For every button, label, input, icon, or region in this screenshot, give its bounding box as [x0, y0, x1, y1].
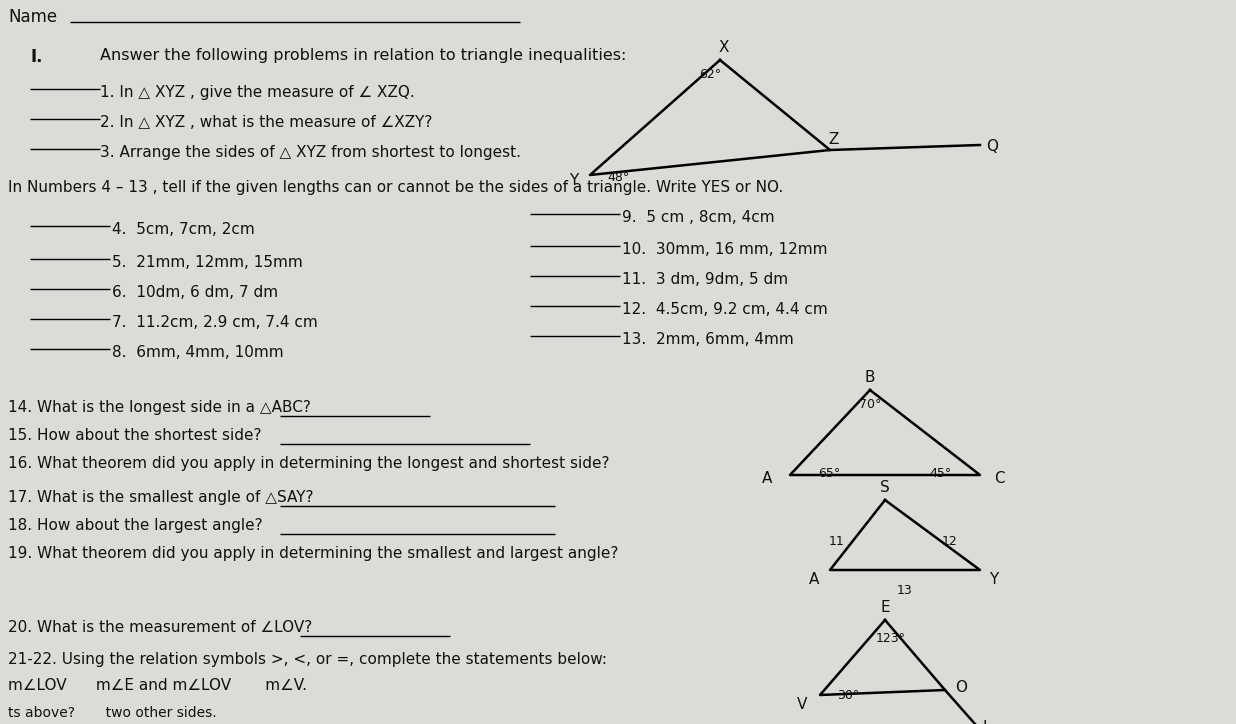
Text: 6.  10dm, 6 dm, 7 dm: 6. 10dm, 6 dm, 7 dm — [112, 285, 278, 300]
Text: 21-22. Using the relation symbols >, <, or =, complete the statements below:: 21-22. Using the relation symbols >, <, … — [7, 652, 607, 667]
Text: 45°: 45° — [929, 467, 952, 480]
Text: 17. What is the smallest angle of △SAY?: 17. What is the smallest angle of △SAY? — [7, 490, 319, 505]
Text: I.: I. — [30, 48, 42, 66]
Text: X: X — [719, 40, 729, 55]
Text: Name: Name — [7, 8, 57, 26]
Text: 2. In △ XYZ , what is the measure of ∠XZY?: 2. In △ XYZ , what is the measure of ∠XZ… — [100, 115, 433, 130]
Text: B: B — [865, 370, 875, 385]
Text: 16. What theorem did you apply in determining the longest and shortest side?: 16. What theorem did you apply in determ… — [7, 456, 609, 471]
Text: 7.  11.2cm, 2.9 cm, 7.4 cm: 7. 11.2cm, 2.9 cm, 7.4 cm — [112, 315, 318, 330]
Text: C: C — [994, 471, 1005, 486]
Text: A: A — [761, 471, 772, 486]
Text: 13.  2mm, 6mm, 4mm: 13. 2mm, 6mm, 4mm — [622, 332, 794, 347]
Text: L: L — [983, 720, 991, 724]
Text: 30°: 30° — [837, 689, 859, 702]
Text: 8.  6mm, 4mm, 10mm: 8. 6mm, 4mm, 10mm — [112, 345, 283, 360]
Text: Q: Q — [986, 139, 997, 154]
Text: 62°: 62° — [698, 68, 721, 81]
Text: A: A — [808, 572, 819, 587]
Text: ts above?       two other sides.: ts above? two other sides. — [7, 706, 216, 720]
Text: 65°: 65° — [818, 467, 840, 480]
Text: O: O — [955, 680, 967, 695]
Text: Y: Y — [570, 173, 578, 188]
Text: 70°: 70° — [859, 398, 881, 411]
Text: 12.  4.5cm, 9.2 cm, 4.4 cm: 12. 4.5cm, 9.2 cm, 4.4 cm — [622, 302, 828, 317]
Text: Y: Y — [989, 572, 999, 587]
Text: 19. What theorem did you apply in determining the smallest and largest angle?: 19. What theorem did you apply in determ… — [7, 546, 618, 561]
Text: V: V — [797, 697, 807, 712]
Text: In Numbers 4 – 13 , tell if the given lengths can or cannot be the sides of a tr: In Numbers 4 – 13 , tell if the given le… — [7, 180, 784, 195]
Text: Answer the following problems in relation to triangle inequalities:: Answer the following problems in relatio… — [100, 48, 627, 63]
Text: 11.  3 dm, 9dm, 5 dm: 11. 3 dm, 9dm, 5 dm — [622, 272, 789, 287]
Text: m∠LOV      m∠E and m∠LOV       m∠V.: m∠LOV m∠E and m∠LOV m∠V. — [7, 678, 307, 693]
Text: 5.  21mm, 12mm, 15mm: 5. 21mm, 12mm, 15mm — [112, 255, 303, 270]
Text: 15. How about the shortest side?: 15. How about the shortest side? — [7, 428, 267, 443]
Text: 4.  5cm, 7cm, 2cm: 4. 5cm, 7cm, 2cm — [112, 222, 255, 237]
Text: 20. What is the measurement of ∠LOV?: 20. What is the measurement of ∠LOV? — [7, 620, 318, 635]
Text: 18. How about the largest angle?: 18. How about the largest angle? — [7, 518, 267, 533]
Text: 9.  5 cm , 8cm, 4cm: 9. 5 cm , 8cm, 4cm — [622, 210, 775, 225]
Text: 1. In △ XYZ , give the measure of ∠ XZQ.: 1. In △ XYZ , give the measure of ∠ XZQ. — [100, 85, 415, 100]
Text: 14. What is the longest side in a △ABC?: 14. What is the longest side in a △ABC? — [7, 400, 315, 415]
Text: 123°: 123° — [876, 632, 906, 645]
Text: 3. Arrange the sides of △ XYZ from shortest to longest.: 3. Arrange the sides of △ XYZ from short… — [100, 145, 522, 160]
Text: 11: 11 — [829, 535, 845, 548]
Text: 10.  30mm, 16 mm, 12mm: 10. 30mm, 16 mm, 12mm — [622, 242, 827, 257]
Text: E: E — [880, 600, 890, 615]
Text: S: S — [880, 480, 890, 495]
Text: Z: Z — [829, 132, 839, 147]
Text: 13: 13 — [897, 584, 913, 597]
Text: 48°: 48° — [607, 171, 629, 184]
Text: 12: 12 — [942, 535, 958, 548]
